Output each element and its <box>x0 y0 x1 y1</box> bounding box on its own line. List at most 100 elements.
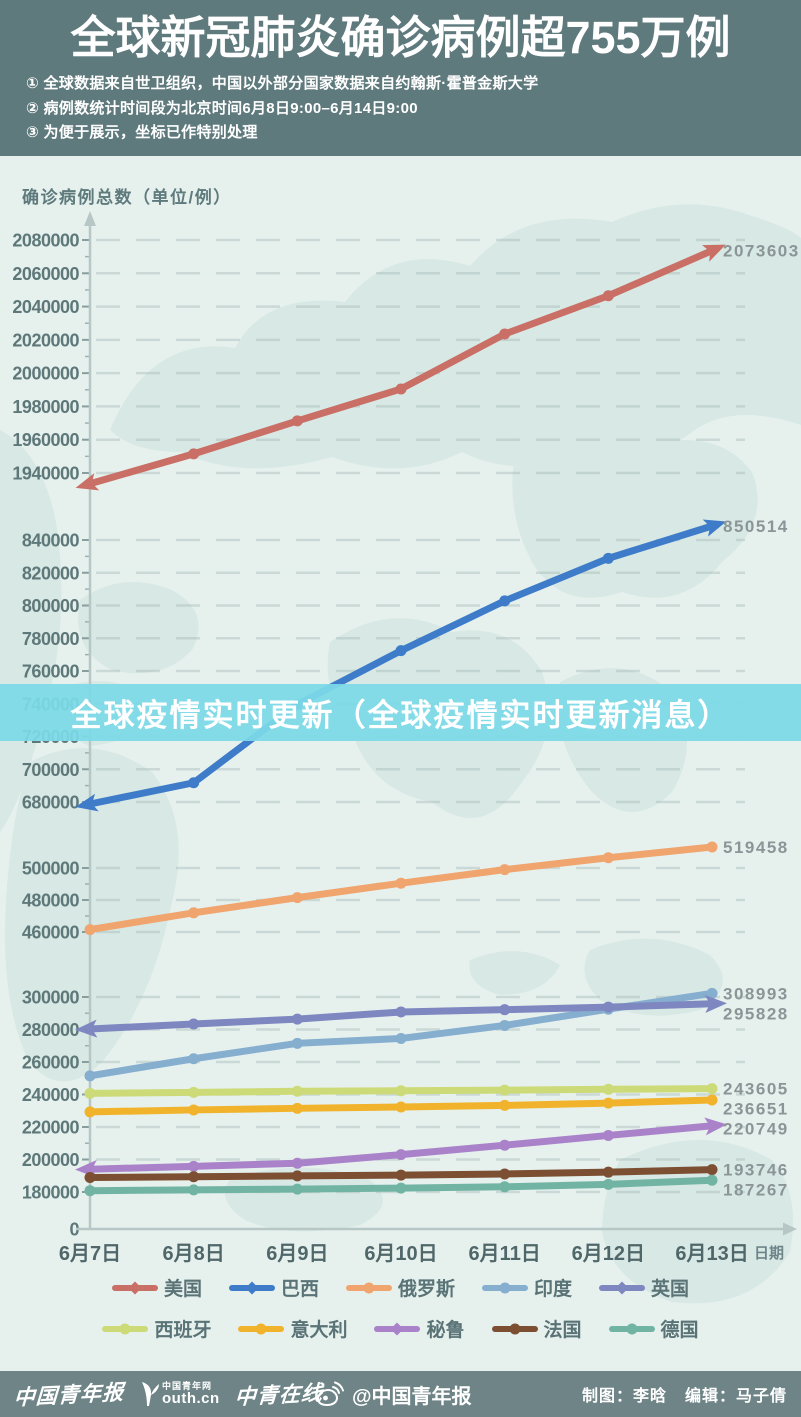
data-point <box>602 1097 614 1109</box>
data-point <box>84 1172 96 1184</box>
legend-item-italy: 意大利 <box>238 1315 347 1342</box>
data-point <box>188 1053 200 1065</box>
weibo-handle: @中国青年报 <box>352 1385 472 1408</box>
y-tick-label: 2060000 <box>12 264 79 284</box>
legend-item-peru: 秘鲁 <box>374 1315 465 1342</box>
data-point <box>395 1149 407 1161</box>
x-tick-label: 6月10日 <box>364 1243 437 1265</box>
legend-marker <box>499 1282 511 1293</box>
legend-swatch <box>238 1323 285 1334</box>
legend-marker <box>390 1322 404 1335</box>
series-germany <box>84 1174 718 1197</box>
y-tick-label: 2000000 <box>12 364 79 384</box>
legend-swatch <box>228 1281 275 1294</box>
series-spain <box>84 1083 718 1099</box>
note-line-1: ① 全球数据来自世卫组织，中国以外部分国家数据来自约翰斯·霍普金斯大学 <box>26 75 539 92</box>
legend-label-spain: 西班牙 <box>154 1320 212 1341</box>
map-shape <box>4 748 179 1082</box>
data-point <box>188 1171 200 1183</box>
data-point <box>395 1085 407 1097</box>
legend-item-usa: 美国 <box>111 1274 202 1301</box>
data-point <box>602 1001 614 1013</box>
series-uk <box>75 995 728 1038</box>
legend-item-brazil: 巴西 <box>228 1274 319 1301</box>
x-tick-label: 6月13日 <box>675 1243 748 1265</box>
y-tick-label: 840000 <box>22 531 80 551</box>
youth-cn-logo-domain: outh.cn <box>162 1390 220 1407</box>
y-tick-label: 2040000 <box>12 297 79 317</box>
series-end-value-uk: 295828 <box>723 1004 789 1023</box>
data-point-arrow <box>702 244 726 262</box>
legend-swatch <box>374 1322 421 1335</box>
newspaper-logo: 中国青年报 <box>13 1380 125 1410</box>
series-end-value-france: 193746 <box>723 1161 789 1180</box>
legend-marker <box>255 1323 267 1334</box>
data-point <box>499 595 511 607</box>
legend-row-1: 美国 巴西 俄罗斯 印度 英国 <box>0 1274 801 1301</box>
data-point <box>395 1169 407 1181</box>
data-point <box>499 1004 511 1016</box>
footer-logos: 中国青年报 中国青年网 outh.cn 中青在线 <box>13 1379 323 1410</box>
legend-item-india: 印度 <box>482 1274 572 1301</box>
y-tick-label: 460000 <box>22 923 80 943</box>
y-tick-label: 300000 <box>22 988 80 1008</box>
series-end-value-germany: 187267 <box>723 1181 789 1200</box>
legend-label-uk: 英国 <box>651 1279 690 1300</box>
legend-marker <box>245 1281 259 1294</box>
legend-swatch <box>608 1323 655 1334</box>
legend-label-italy: 意大利 <box>290 1320 348 1341</box>
y-tick-label: 0 <box>69 1220 79 1240</box>
footer-weibo: @中国青年报 <box>316 1380 472 1409</box>
data-point <box>395 1032 407 1044</box>
y-tick-label: 2020000 <box>12 330 79 350</box>
y-tick-label: 1960000 <box>12 430 79 450</box>
series-france <box>84 1164 718 1184</box>
y-tick-label: 180000 <box>22 1183 80 1203</box>
series-usa <box>75 244 726 491</box>
footer: 中国青年报 中国青年网 outh.cn 中青在线 @中国青年报 <box>0 1371 801 1417</box>
data-point <box>84 1185 96 1197</box>
legend-swatch <box>102 1323 149 1334</box>
map-shape <box>78 582 199 674</box>
youth-cn-logo-top: 中国青年网 <box>162 1381 213 1391</box>
data-point <box>706 1164 718 1176</box>
y-tick-label: 700000 <box>22 760 80 780</box>
legend-marker <box>363 1282 375 1293</box>
data-point <box>499 1168 511 1180</box>
legend-item-russia: 俄罗斯 <box>345 1274 455 1301</box>
data-point <box>84 924 96 936</box>
legend-marker <box>626 1323 638 1334</box>
data-point <box>188 1086 200 1098</box>
data-point-arrow <box>704 995 728 1013</box>
data-point <box>602 852 614 864</box>
y-tick-label: 480000 <box>22 891 80 911</box>
x-axis-arrow <box>783 1222 797 1236</box>
data-point <box>706 1094 718 1106</box>
credit-designer: 制图：李晗 <box>581 1388 667 1405</box>
legend-label-russia: 俄罗斯 <box>397 1279 455 1300</box>
series-brazil <box>75 519 727 812</box>
y-tick-label: 780000 <box>22 629 80 649</box>
data-point <box>291 1157 303 1169</box>
map-shape <box>110 204 801 469</box>
y-tick-label: 1980000 <box>12 397 79 417</box>
data-point <box>499 328 511 340</box>
y-tick-label: 800000 <box>22 596 80 616</box>
data-point <box>188 1184 200 1196</box>
legend-swatch <box>482 1282 528 1293</box>
y-tick-label: 820000 <box>22 563 80 583</box>
x-tick-label: 6月9日 <box>266 1243 328 1265</box>
data-point-arrow <box>75 793 99 812</box>
legend-label-india: 印度 <box>534 1279 573 1300</box>
data-point <box>499 1139 511 1151</box>
data-point <box>395 1101 407 1113</box>
legend-item-uk: 英国 <box>599 1274 689 1301</box>
legend-label-brazil: 巴西 <box>280 1279 319 1300</box>
data-point <box>602 1166 614 1178</box>
data-point <box>291 1183 303 1195</box>
map-shape <box>225 1167 383 1232</box>
youth-cn-logo: 中国青年网 outh.cn <box>139 1381 220 1407</box>
data-point <box>395 383 407 395</box>
data-point <box>291 1037 303 1049</box>
data-point <box>706 987 718 999</box>
